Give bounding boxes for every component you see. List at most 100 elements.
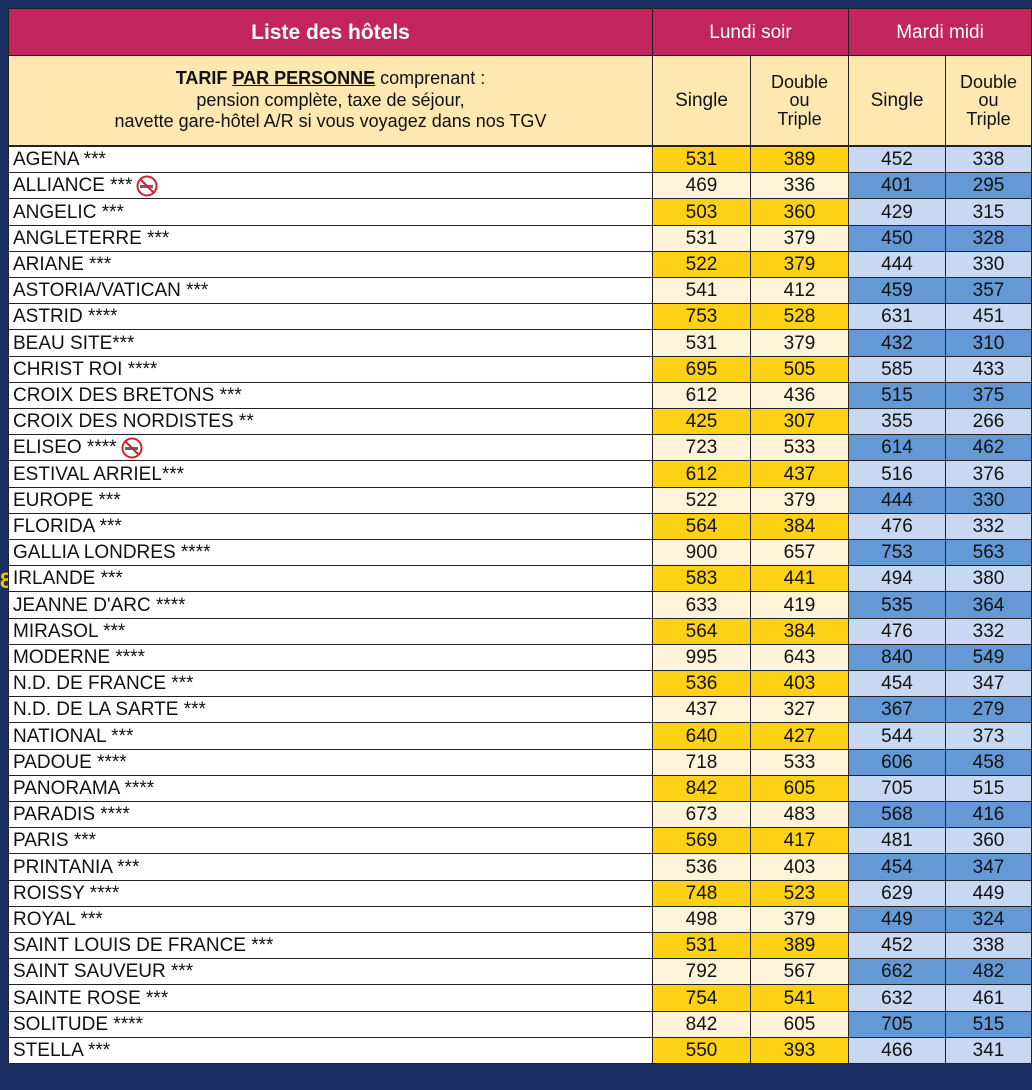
price-cell: 327 xyxy=(750,696,849,723)
hotel-name: CROIX DES NORDISTES ** xyxy=(8,408,653,435)
price-cell: 515 xyxy=(848,382,946,409)
price-cell: 482 xyxy=(945,958,1032,985)
price-cell: 536 xyxy=(652,853,751,881)
price-cell: 364 xyxy=(945,591,1032,619)
price-cell: 450 xyxy=(848,225,946,252)
hotel-name-text: N.D. DE LA SARTE *** xyxy=(13,700,206,719)
hotel-name-text: JEANNE D'ARC **** xyxy=(13,596,186,615)
price-cell: 469 xyxy=(652,172,751,199)
price-cell: 515 xyxy=(945,775,1032,802)
price-cell: 389 xyxy=(750,146,849,173)
page: {"header": {"title": "Liste des hôtels",… xyxy=(0,0,1032,1090)
price-cell: 458 xyxy=(945,749,1032,776)
price-cell: 466 xyxy=(848,1037,946,1064)
price-cell: 705 xyxy=(848,1011,946,1038)
hotel-name-text: SOLITUDE **** xyxy=(13,1015,143,1034)
price-cell: 476 xyxy=(848,513,946,540)
price-cell: 564 xyxy=(652,618,751,645)
price-cell: 632 xyxy=(848,984,946,1012)
price-cell: 662 xyxy=(848,958,946,985)
price-cell: 483 xyxy=(750,801,849,828)
hotel-name-text: ROYAL *** xyxy=(13,910,103,929)
price-cell: 550 xyxy=(652,1037,751,1064)
price-cell: 541 xyxy=(750,984,849,1012)
price-cell: 380 xyxy=(945,565,1032,592)
price-cell: 315 xyxy=(945,198,1032,226)
price-cell: 375 xyxy=(945,382,1032,409)
column-header: Single xyxy=(848,55,946,146)
note-bold: PAR PERSONNE xyxy=(232,68,375,88)
hotel-name: AGENA *** xyxy=(8,146,653,173)
hotel-name-text: PRINTANIA *** xyxy=(13,858,139,877)
price-cell: 640 xyxy=(652,722,751,750)
price-cell: 336 xyxy=(750,172,849,199)
hotel-name-text: ARIANE *** xyxy=(13,255,111,274)
hotel-name: ANGELIC *** xyxy=(8,198,653,226)
price-cell: 373 xyxy=(945,722,1032,750)
price-cell: 393 xyxy=(750,1037,849,1064)
hotel-name: ROYAL *** xyxy=(8,906,653,933)
price-cell: 563 xyxy=(945,539,1032,566)
hotel-name: PADOUE **** xyxy=(8,749,653,776)
price-cell: 310 xyxy=(945,329,1032,357)
hotel-name-text: SAINT LOUIS DE FRANCE *** xyxy=(13,936,273,955)
price-cell: 367 xyxy=(848,696,946,723)
price-cell: 535 xyxy=(848,591,946,619)
price-cell: 437 xyxy=(750,460,849,488)
price-cell: 633 xyxy=(652,591,751,619)
price-cell: 614 xyxy=(848,434,946,461)
price-cell: 995 xyxy=(652,644,751,671)
price-cell: 355 xyxy=(848,408,946,435)
price-cell: 384 xyxy=(750,513,849,540)
price-cell: 528 xyxy=(750,303,849,330)
price-cell: 417 xyxy=(750,827,849,854)
hotel-name-text: MIRASOL *** xyxy=(13,622,125,641)
column-header-line: ou xyxy=(978,91,998,109)
price-cell: 432 xyxy=(848,329,946,357)
hotel-name: PANORAMA **** xyxy=(8,775,653,802)
hotel-name: FLORIDA *** xyxy=(8,513,653,540)
price-cell: 842 xyxy=(652,1011,751,1038)
price-cell: 515 xyxy=(945,1011,1032,1038)
hotel-name: ARIANE *** xyxy=(8,251,653,278)
column-header-line: Triple xyxy=(777,110,821,128)
price-cell: 531 xyxy=(652,329,751,357)
price-cell: 379 xyxy=(750,329,849,357)
price-cell: 505 xyxy=(750,356,849,383)
price-cell: 657 xyxy=(750,539,849,566)
price-cell: 606 xyxy=(848,749,946,776)
price-cell: 523 xyxy=(750,880,849,907)
price-cell: 266 xyxy=(945,408,1032,435)
hotel-name-text: NATIONAL *** xyxy=(13,727,133,746)
hotel-name: ELISEO **** xyxy=(8,434,653,461)
hotel-name: STELLA *** xyxy=(8,1037,653,1064)
price-cell: 429 xyxy=(848,198,946,226)
hotel-name: SOLITUDE **** xyxy=(8,1011,653,1038)
hotel-name-text: CROIX DES BRETONS *** xyxy=(13,386,242,405)
price-cell: 338 xyxy=(945,146,1032,173)
hotel-name: JEANNE D'ARC **** xyxy=(8,591,653,619)
hotel-name: SAINT SAUVEUR *** xyxy=(8,958,653,985)
price-cell: 631 xyxy=(848,303,946,330)
hotel-name: BEAU SITE*** xyxy=(8,329,653,357)
price-cell: 425 xyxy=(652,408,751,435)
price-cell: 436 xyxy=(750,382,849,409)
price-cell: 379 xyxy=(750,225,849,252)
price-cell: 328 xyxy=(945,225,1032,252)
hotel-name-text: ANGELIC *** xyxy=(13,203,124,222)
price-cell: 718 xyxy=(652,749,751,776)
hotel-name: ASTORIA/VATICAN *** xyxy=(8,277,653,304)
hotel-name: N.D. DE LA SARTE *** xyxy=(8,696,653,723)
price-cell: 544 xyxy=(848,722,946,750)
price-cell: 748 xyxy=(652,880,751,907)
hotel-name: MIRASOL *** xyxy=(8,618,653,645)
note-line: TARIF PAR PERSONNE comprenant : xyxy=(176,68,485,90)
price-cell: 753 xyxy=(848,539,946,566)
price-cell: 379 xyxy=(750,251,849,278)
price-cell: 332 xyxy=(945,618,1032,645)
price-cell: 330 xyxy=(945,487,1032,514)
hotel-name: CHRIST ROI **** xyxy=(8,356,653,383)
price-cell: 379 xyxy=(750,906,849,933)
hotel-name-text: ASTRID **** xyxy=(13,307,118,326)
